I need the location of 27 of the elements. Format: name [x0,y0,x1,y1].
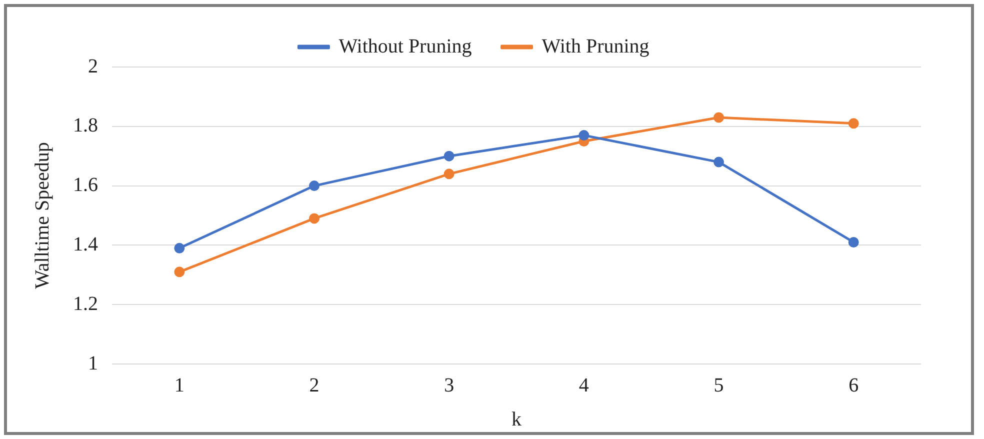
point [578,130,590,141]
x-tick-label: 6 [848,374,859,396]
legend-label: Without Pruning [338,35,472,58]
y-axis-title: Walltime Speedup [31,142,54,289]
point [714,156,724,168]
x-tick-label: 5 [714,374,724,396]
point [848,118,859,129]
point [444,150,454,162]
y-tick-label: 1.8 [73,114,98,137]
point [174,242,185,254]
y-tick-label: 1 [88,352,98,374]
y-tick-label: 1.2 [73,292,98,315]
point [174,266,185,278]
y-tick-label: 2 [88,55,98,78]
y-tick-label: 1.6 [73,174,98,196]
point [714,112,724,123]
point [444,168,454,180]
point [309,213,320,224]
point [848,236,859,248]
x-tick-label: 4 [578,374,589,396]
point [309,180,320,192]
x-tick-label: 3 [444,374,454,396]
x-axis-title: k [512,408,522,430]
y-tick-label: 1.4 [73,233,98,256]
x-tick-label: 1 [174,374,184,396]
legend-label: With Pruning [542,35,650,58]
x-tick-label: 2 [309,374,320,396]
